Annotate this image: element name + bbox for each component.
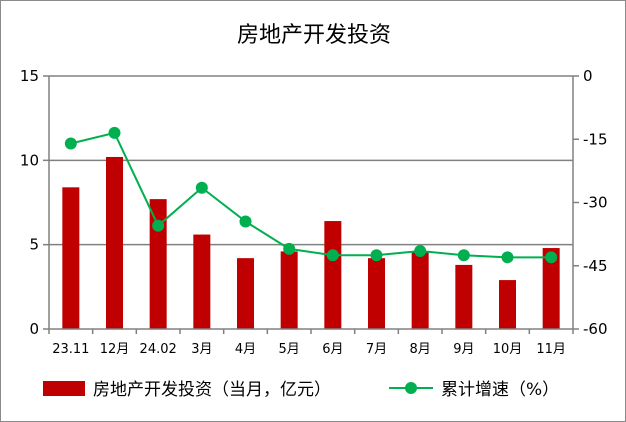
bar — [62, 187, 80, 329]
axis-labels: 0 5 10 15 -60 -45 -30 -15 0 23.11 12月 24.02 3月 4月 5月 6月… — [20, 67, 608, 357]
bar — [149, 199, 167, 329]
growth-point — [108, 126, 121, 139]
bar — [411, 251, 429, 329]
bar — [280, 251, 298, 329]
x-tick-label: 23.11 — [52, 342, 89, 357]
y-right-tick-label: -30 — [583, 194, 608, 212]
growth-point — [457, 249, 470, 262]
y-left-tick-label: 0 — [29, 320, 39, 338]
bar — [324, 221, 342, 329]
y-left-tick-label: 10 — [20, 151, 39, 169]
x-tick-label: 12月 — [100, 342, 130, 357]
growth-point — [64, 137, 77, 150]
x-tick-label: 11月 — [536, 342, 566, 357]
x-tick-label: 6月 — [322, 342, 343, 357]
x-tick-label: 7月 — [366, 342, 387, 357]
y-right-tick-label: -45 — [583, 257, 608, 275]
bar — [237, 258, 254, 329]
growth-point — [501, 251, 514, 264]
bar — [193, 234, 211, 329]
growth-point — [152, 219, 165, 232]
bar — [499, 280, 516, 329]
x-tick-label: 5月 — [279, 342, 300, 357]
legend: 房地产开发投资（当月，亿元） 累计增速（%） — [43, 380, 559, 400]
growth-point — [195, 181, 208, 194]
bar — [368, 258, 385, 329]
growth-point — [370, 249, 383, 262]
line-series — [64, 126, 558, 264]
axes — [43, 75, 579, 334]
y-left-tick-label: 5 — [29, 236, 39, 254]
growth-point — [239, 215, 252, 228]
bar — [455, 264, 473, 329]
bar — [106, 156, 123, 329]
chart-title: 房地产开发投资 — [237, 23, 391, 48]
x-tick-label: 10月 — [493, 342, 523, 357]
x-tick-label: 9月 — [453, 342, 474, 357]
grid-lines — [49, 75, 573, 246]
bar — [542, 248, 560, 329]
growth-point — [414, 244, 427, 257]
legend-line-label: 累计增速（%） — [441, 380, 559, 400]
x-tick-label: 3月 — [191, 342, 212, 357]
legend-bar-label: 房地产开发投资（当月，亿元） — [93, 380, 331, 400]
x-tick-label: 8月 — [410, 342, 431, 357]
growth-point — [283, 242, 296, 255]
x-tick-label: 24.02 — [140, 342, 177, 357]
legend-line-marker — [405, 382, 417, 394]
y-right-tick-label: -15 — [583, 130, 608, 148]
y-right-tick-label: -60 — [583, 320, 608, 338]
y-left-tick-label: 15 — [20, 67, 39, 85]
x-tick-label: 4月 — [235, 342, 256, 357]
growth-point — [545, 251, 558, 264]
y-right-tick-label: 0 — [583, 67, 593, 85]
bar-series — [62, 156, 560, 329]
growth-line — [70, 131, 552, 259]
legend-bar-swatch — [43, 381, 85, 396]
growth-point — [326, 249, 339, 262]
